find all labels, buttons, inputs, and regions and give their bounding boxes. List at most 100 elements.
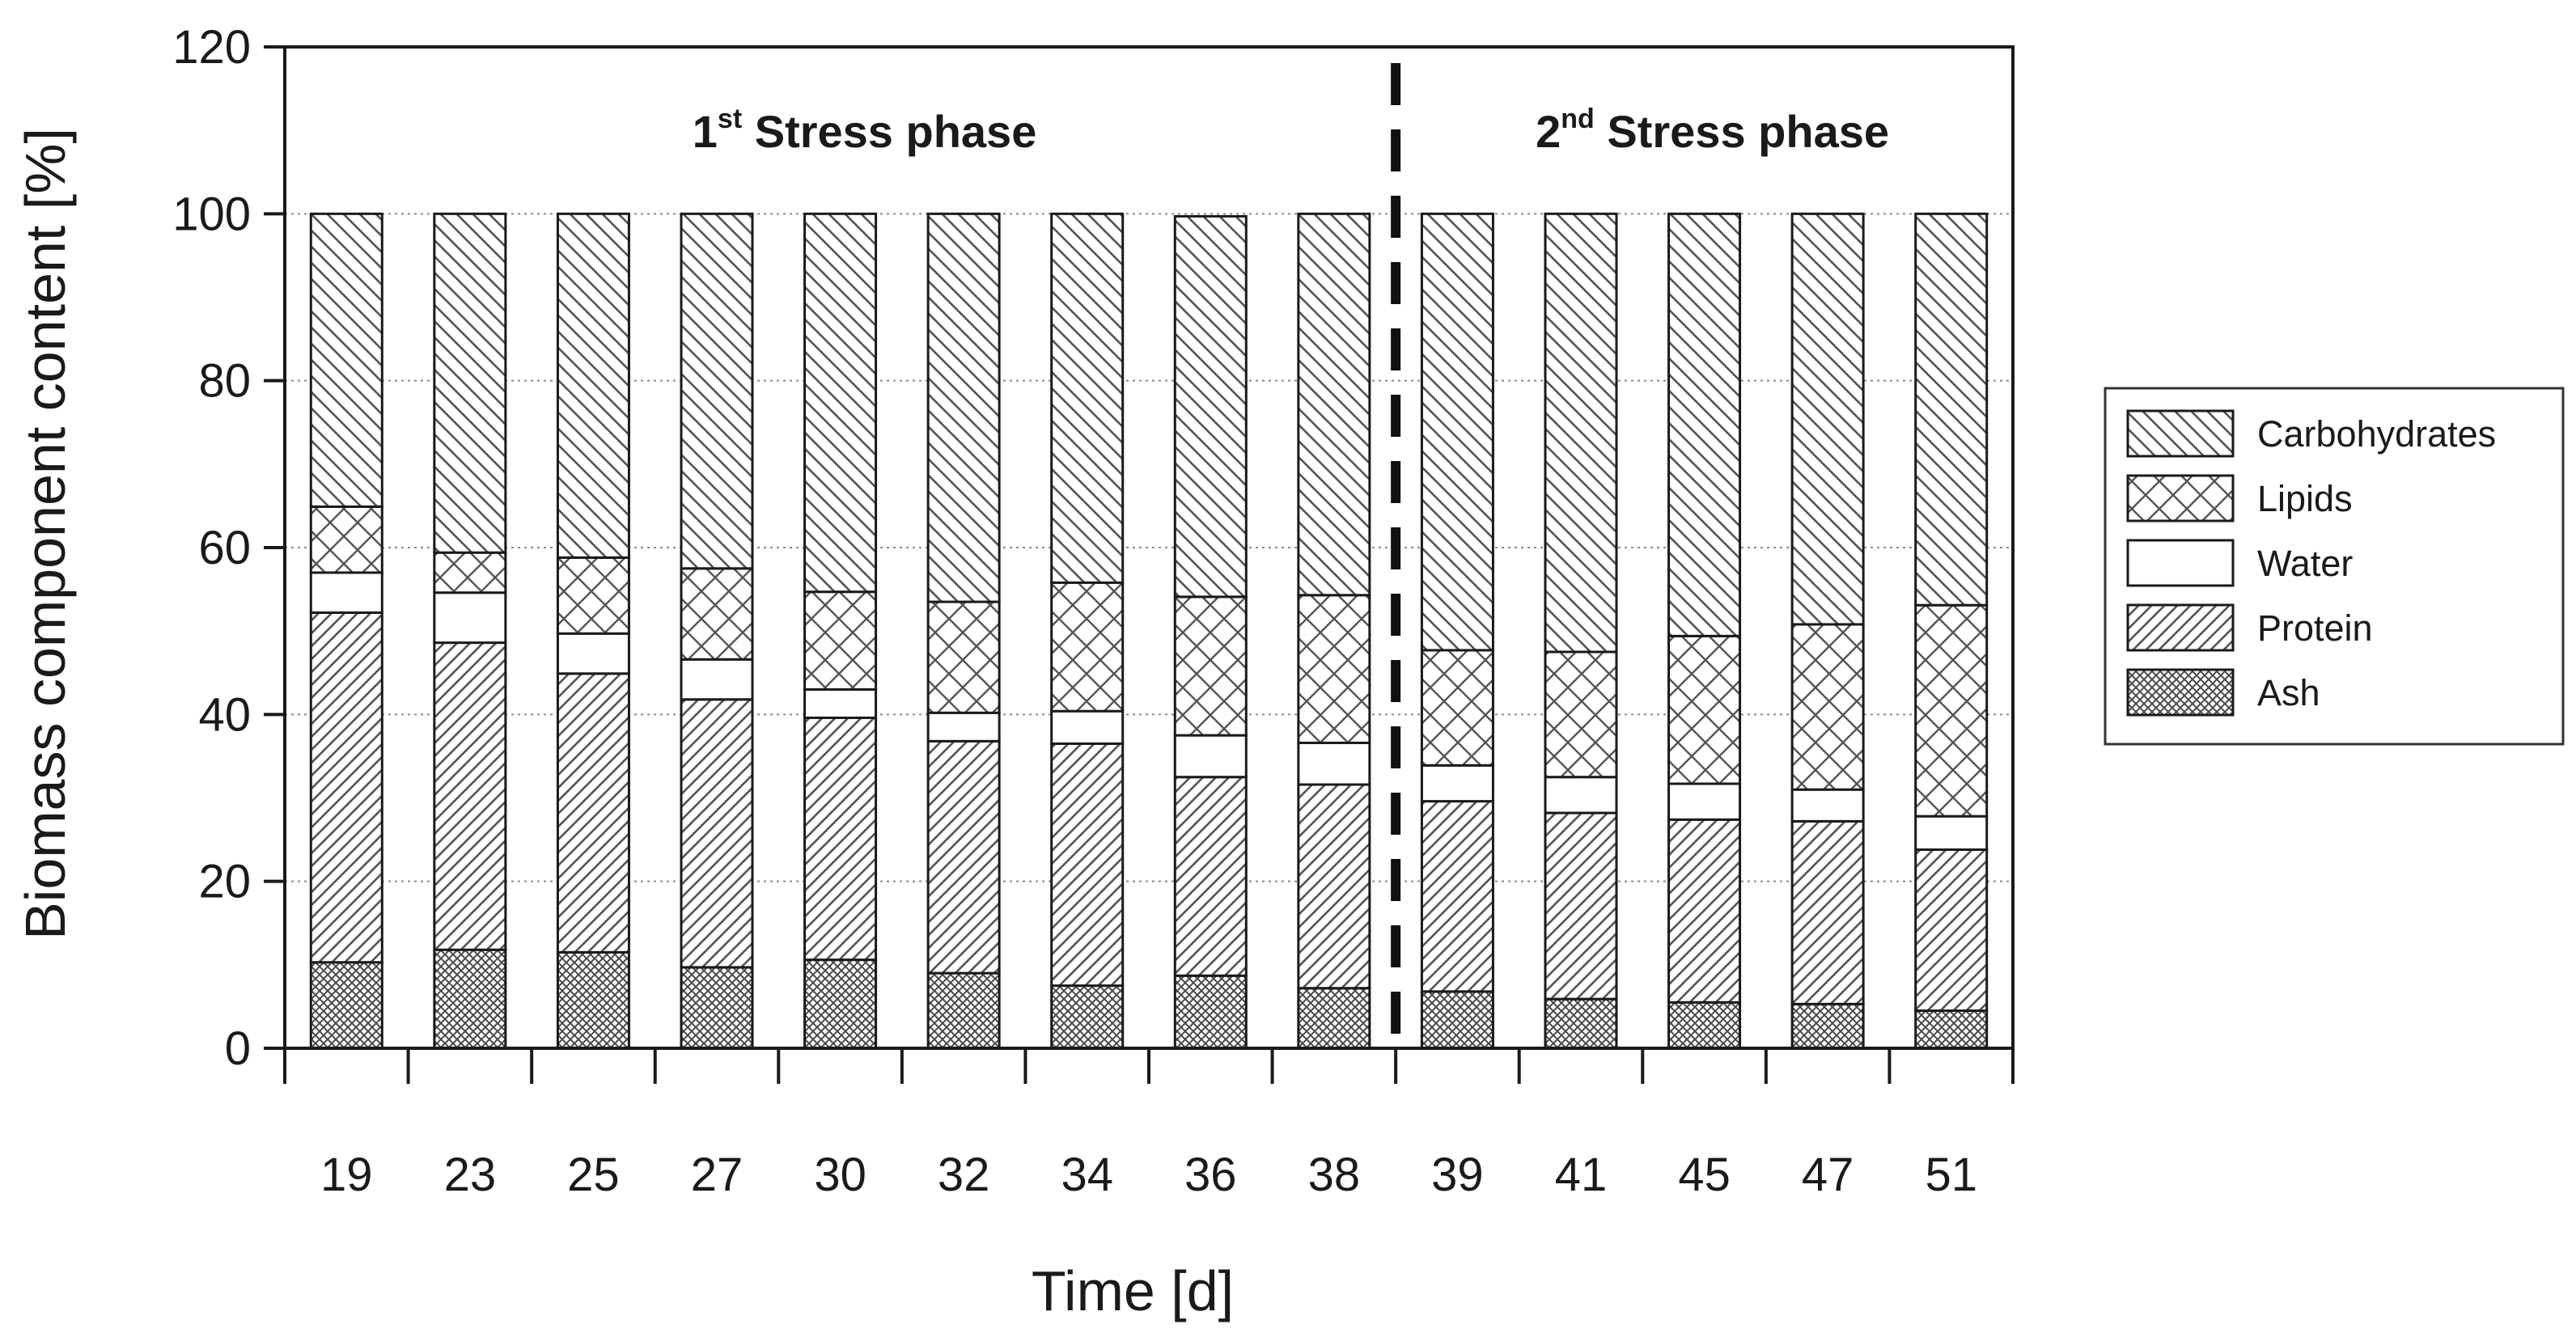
x-tick-label-41: 41 [1555,1149,1608,1201]
legend-swatch-ash [2126,668,2235,717]
legend-label-lipids: Lipids [2257,478,2353,519]
bar-water-30 [803,688,878,719]
bar-ash-27 [680,966,754,1050]
bar-carbohydrates-36 [1173,214,1248,599]
x-tick-label-27: 27 [691,1149,744,1201]
bar-lipids-45 [1667,634,1742,785]
bar-lipids-47 [1790,623,1865,791]
bar-lipids-36 [1173,595,1248,737]
bar-ash-38 [1297,987,1371,1050]
bar-protein-39 [1420,800,1494,993]
x-tick-label-25: 25 [567,1149,620,1201]
bar-water-19 [309,571,383,614]
bar-water-34 [1050,709,1125,745]
bar-protein-32 [926,739,1001,975]
bar-carbohydrates-25 [556,212,630,559]
y-tick-label-0: 0 [225,1022,251,1075]
bar-ash-51 [1914,1009,1989,1050]
bar-carbohydrates-41 [1544,212,1618,654]
bar-protein-38 [1297,783,1371,990]
bar-protein-27 [680,698,754,969]
bar-ash-23 [433,948,507,1050]
bar-carbohydrates-38 [1297,212,1371,597]
y-tick-label-60: 60 [198,522,251,574]
bars [309,212,1989,1050]
bar-lipids-51 [1914,603,1989,818]
axes: 0 20 40 60 80 100 120 19 23 25 27 30 32 34 36 38 39 41 45 4… [172,21,2015,1201]
bar-water-23 [433,591,507,645]
bar-protein-45 [1667,818,1742,1004]
bar-ash-34 [1050,984,1125,1050]
x-tick-label-51: 51 [1925,1149,1977,1201]
phase-label-1: 1st Stress phase [693,104,1037,157]
bar-ash-25 [556,950,630,1050]
bar-protein-25 [556,672,630,954]
bar-carbohydrates-45 [1667,212,1742,637]
phase-label-2: 2nd Stress phase [1536,104,1889,157]
bar-lipids-38 [1297,594,1371,744]
bar-lipids-23 [433,551,507,594]
bar-water-36 [1173,734,1248,779]
gridlines [285,213,2013,882]
y-tick-label-120: 120 [172,21,251,74]
bar-lipids-30 [803,590,878,691]
legend-label-carbohydrates: Carbohydrates [2257,413,2496,455]
bar-lipids-41 [1544,650,1618,779]
bar-protein-30 [803,716,878,962]
bar-water-27 [680,658,754,701]
bar-ash-19 [309,961,383,1050]
bar-lipids-19 [309,505,383,574]
bar-ash-30 [803,958,878,1050]
legend-swatch-lipids [2126,474,2235,523]
x-tick-label-38: 38 [1308,1149,1361,1201]
legend-label-water: Water [2257,543,2353,584]
x-tick-label-34: 34 [1061,1149,1113,1201]
bar-water-45 [1667,782,1742,821]
bar-ash-39 [1420,990,1494,1050]
x-axis-title: Time [d] [1032,1259,1234,1322]
y-tick-label-40: 40 [198,688,251,741]
x-tick-label-32: 32 [938,1149,990,1201]
bar-water-39 [1420,764,1494,803]
bar-ash-47 [1790,1002,1865,1050]
bar-ash-36 [1173,974,1248,1050]
bar-water-38 [1297,741,1371,786]
bar-carbohydrates-23 [433,212,507,554]
bar-water-32 [926,711,1001,743]
bar-water-47 [1790,788,1865,823]
bar-carbohydrates-32 [926,212,1001,603]
bar-lipids-25 [556,556,630,635]
bar-carbohydrates-47 [1790,212,1865,626]
bar-water-51 [1914,814,1989,851]
legend-swatch-water [2126,539,2235,587]
bar-carbohydrates-19 [309,212,383,508]
bar-protein-23 [433,641,507,951]
bar-water-41 [1544,776,1618,814]
legend-swatch-protein [2126,603,2235,652]
x-tick-label-45: 45 [1678,1149,1731,1201]
bar-protein-19 [309,611,383,964]
bar-ash-32 [926,971,1001,1050]
legend-label-ash: Ash [2257,672,2320,713]
x-tick-label-39: 39 [1431,1149,1484,1201]
y-tick-label-100: 100 [172,188,251,240]
bar-protein-41 [1544,811,1618,1001]
bar-ash-41 [1544,997,1618,1050]
y-tick-label-80: 80 [198,355,251,408]
bar-carbohydrates-51 [1914,212,1989,607]
bar-protein-51 [1914,848,1989,1013]
x-tick-label-19: 19 [320,1149,373,1201]
legend-swatch-carbohydrates [2126,409,2235,458]
legend-label-protein: Protein [2257,607,2373,649]
x-tick-label-30: 30 [814,1149,866,1201]
bar-ash-45 [1667,1001,1742,1050]
x-tick-label-36: 36 [1184,1149,1237,1201]
bar-protein-34 [1050,742,1125,988]
legend: Carbohydrates Lipids Water Protein Ash [2104,387,2565,746]
bar-carbohydrates-30 [803,212,878,594]
bar-lipids-39 [1420,649,1494,767]
y-axis-title: Biomass component content [%] [14,128,77,940]
bar-carbohydrates-34 [1050,212,1125,584]
bar-protein-47 [1790,819,1865,1005]
